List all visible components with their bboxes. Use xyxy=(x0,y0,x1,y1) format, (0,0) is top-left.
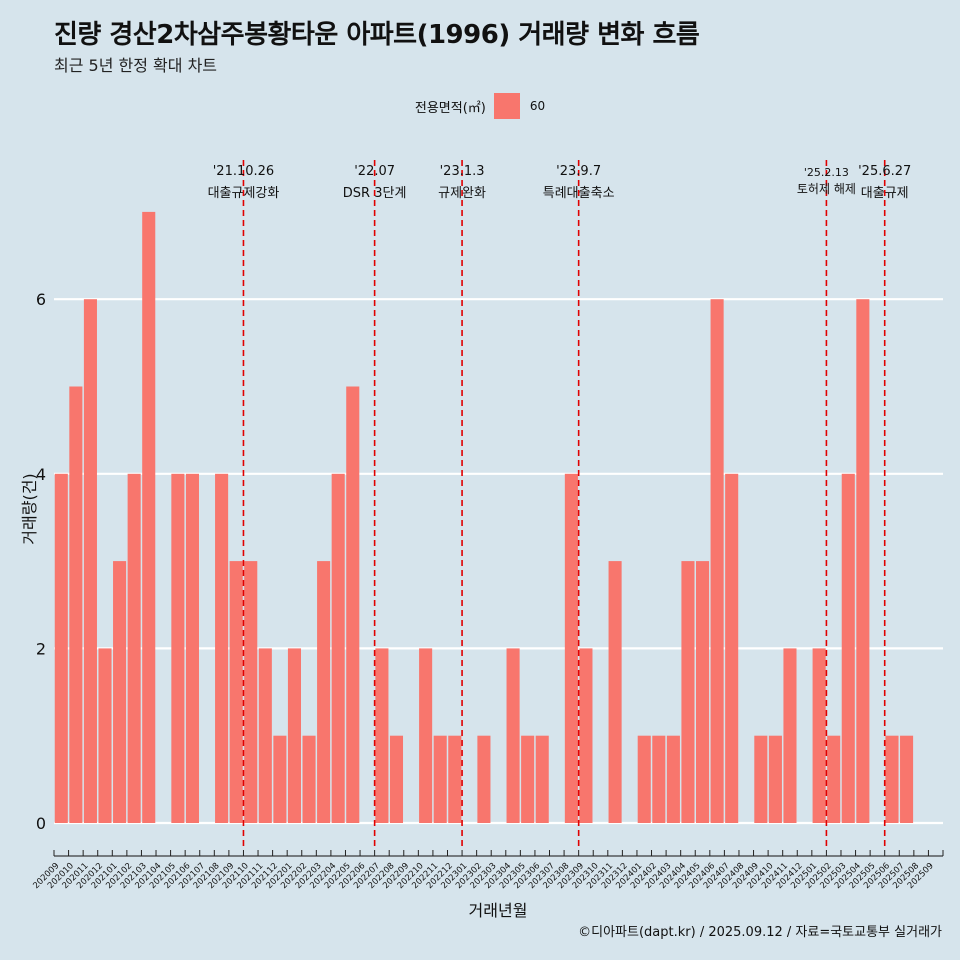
event-text-label: 규제완화 xyxy=(438,186,486,201)
bar xyxy=(83,299,97,823)
event-text-label: 대출규제강화 xyxy=(208,186,280,201)
event-date-label: '21.10.26 xyxy=(213,164,274,179)
bar xyxy=(506,648,520,823)
bar xyxy=(827,735,841,823)
event-text-label: 특례대출축소 xyxy=(543,186,615,201)
y-tick-label: 4 xyxy=(36,465,46,484)
y-tick-label: 0 xyxy=(36,814,46,833)
bar xyxy=(900,735,914,823)
bar xyxy=(185,473,199,823)
x-axis-label: 거래년월 xyxy=(468,901,528,920)
bar xyxy=(608,561,622,823)
bar xyxy=(54,473,68,823)
bar xyxy=(375,648,389,823)
event-date-label: '25.6.27 xyxy=(858,164,911,179)
bar xyxy=(433,735,447,823)
bar xyxy=(710,299,724,823)
bar xyxy=(725,473,739,823)
bar xyxy=(885,735,899,823)
bar xyxy=(681,561,695,823)
bar xyxy=(346,386,360,823)
bar xyxy=(666,735,680,823)
bar xyxy=(579,648,593,823)
bar xyxy=(215,473,229,823)
y-axis-label: 거래량(건) xyxy=(20,473,39,545)
bar xyxy=(287,648,302,823)
bar xyxy=(273,735,287,823)
event-text-label: 대출규제 xyxy=(861,186,909,201)
bar xyxy=(142,211,156,823)
legend-title: 전용면적(㎡) xyxy=(414,100,486,116)
event-date-label: '25.2.13 xyxy=(804,166,849,179)
bar xyxy=(564,473,578,823)
bar xyxy=(768,735,782,823)
bar xyxy=(783,648,797,823)
bar xyxy=(535,735,549,823)
bar xyxy=(302,735,316,823)
bar xyxy=(521,735,535,823)
bar xyxy=(841,473,855,823)
y-tick-label: 2 xyxy=(36,639,46,658)
bar xyxy=(258,648,272,823)
event-text-label: DSR 3단계 xyxy=(343,186,407,201)
bar xyxy=(389,735,404,823)
bar xyxy=(477,735,491,823)
event-text-label: 토허제 해제 xyxy=(797,182,856,196)
legend-label: 60 xyxy=(529,99,546,113)
bar xyxy=(652,735,666,823)
bar xyxy=(695,561,710,823)
bar xyxy=(419,648,433,823)
bar xyxy=(856,299,870,823)
event-date-label: '22.07 xyxy=(354,164,395,179)
chart-subtitle: 최근 5년 한정 확대 차트 xyxy=(54,56,218,75)
bar xyxy=(244,561,258,823)
bar xyxy=(812,648,826,823)
legend: 전용면적(㎡) 60 xyxy=(0,93,960,119)
bar xyxy=(754,735,768,823)
source-caption: ©디아파트(dapt.kr) / 2025.09.12 / 자료=국토교통부 실… xyxy=(578,925,942,940)
bar xyxy=(317,561,331,823)
legend-swatch xyxy=(493,93,520,119)
bar xyxy=(331,473,345,823)
bar xyxy=(98,648,112,823)
event-date-label: '23.9.7 xyxy=(556,164,601,179)
bar xyxy=(637,735,651,823)
bar xyxy=(127,473,141,823)
bar xyxy=(113,561,127,823)
chart-title: 진량 경산2차삼주봉황타운 아파트(1996) 거래량 변화 흐름 xyxy=(54,20,700,50)
event-date-label: '23.1.3 xyxy=(440,164,485,179)
bar xyxy=(229,561,243,823)
y-tick-label: 6 xyxy=(36,290,46,309)
bar xyxy=(448,735,462,823)
bar xyxy=(171,473,185,823)
bar xyxy=(69,386,83,823)
